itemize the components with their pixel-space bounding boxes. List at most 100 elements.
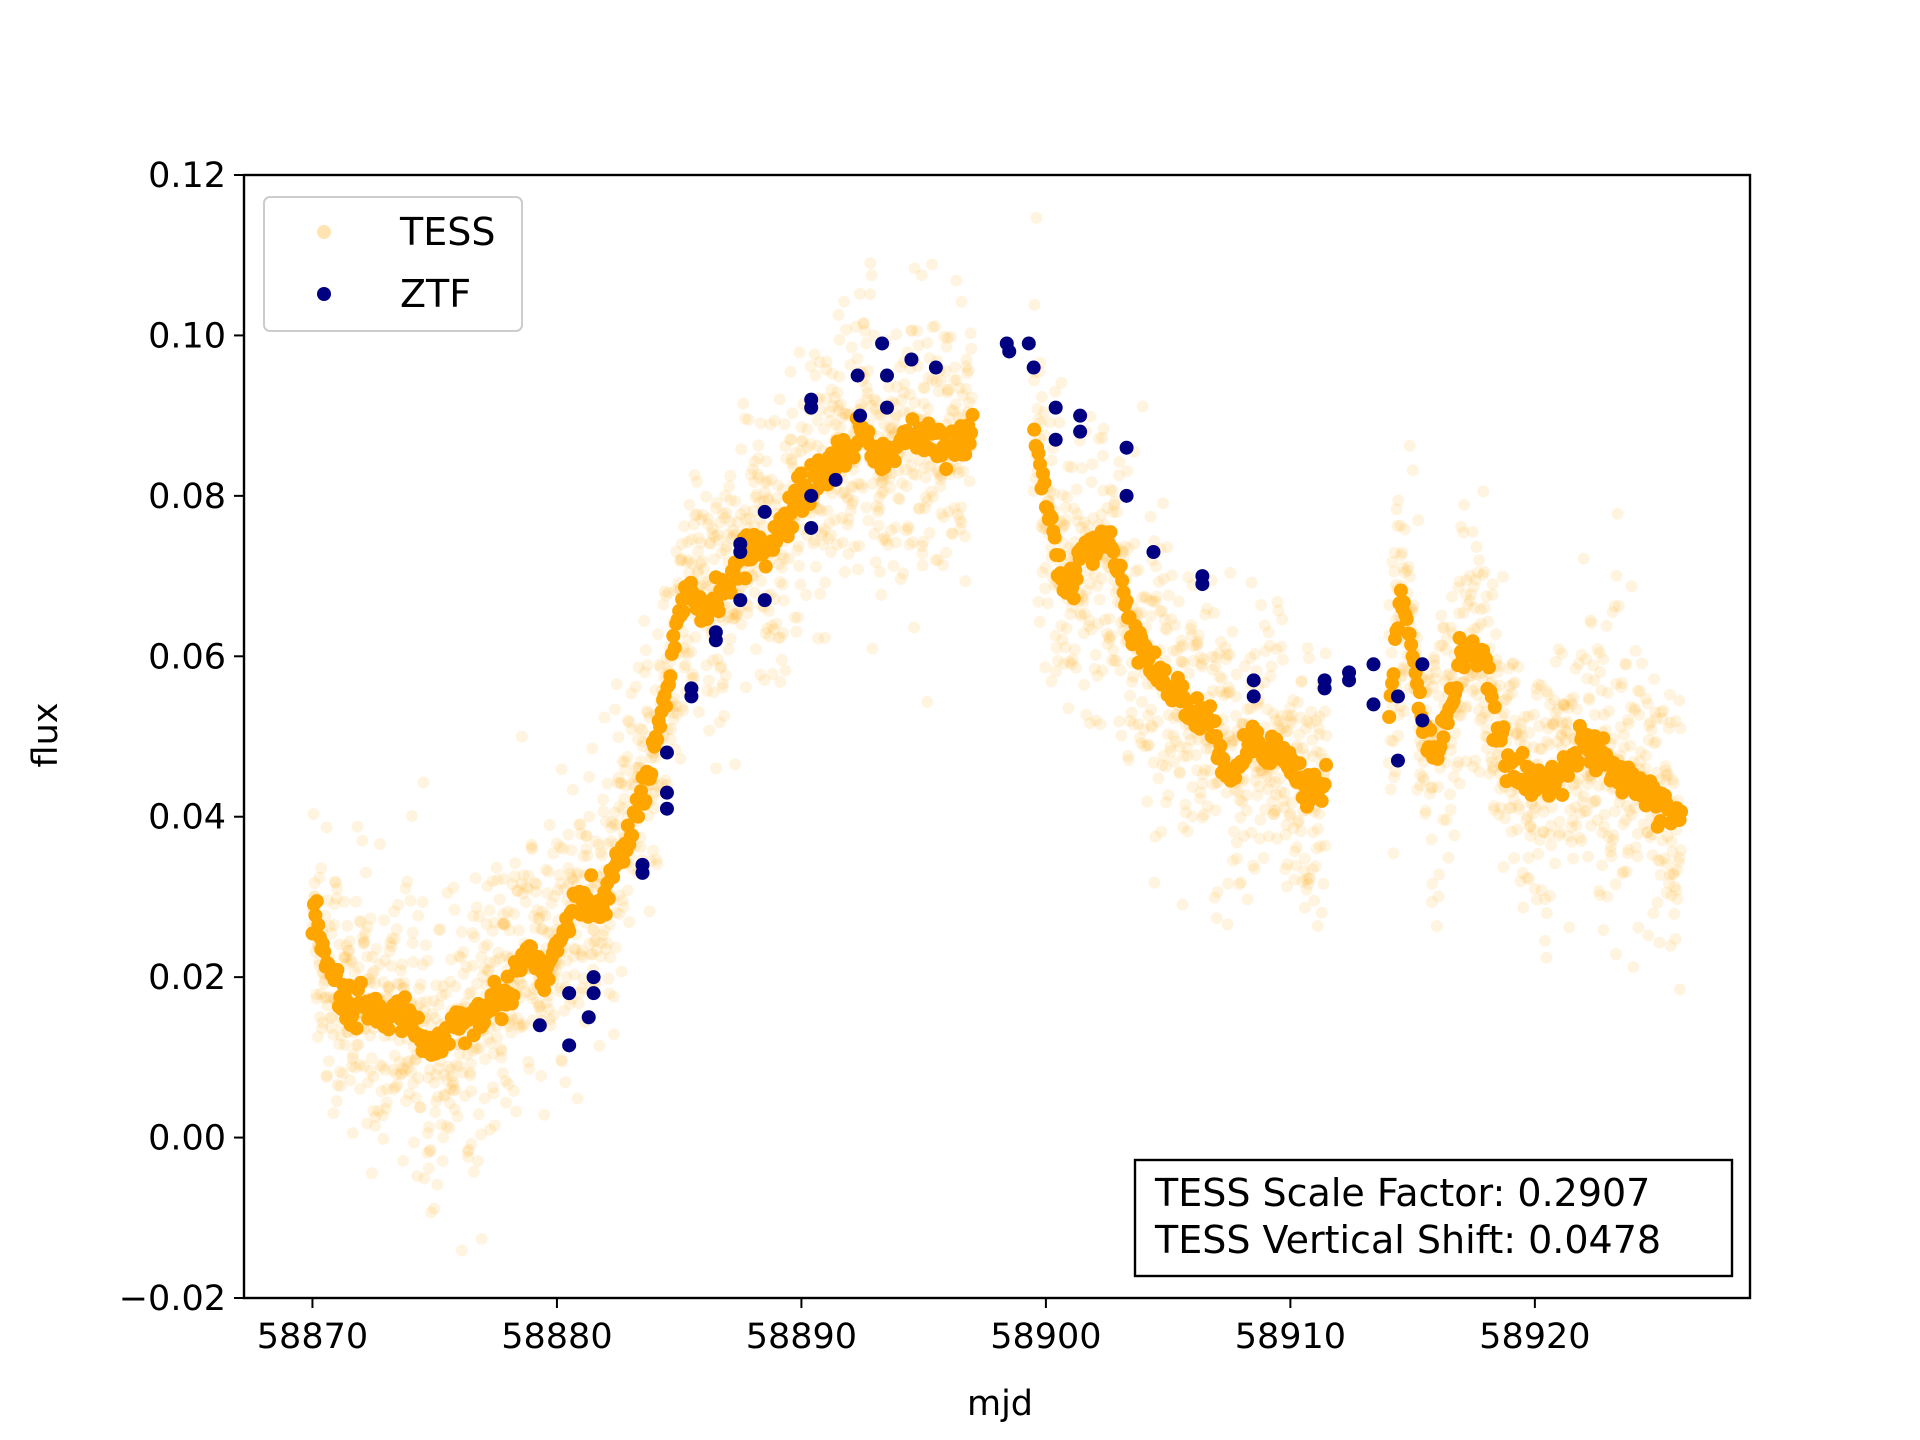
tess-point <box>1086 458 1099 471</box>
tess-point <box>856 481 869 494</box>
tess-point <box>1210 912 1223 925</box>
tess-point <box>794 578 807 591</box>
tess-point <box>839 565 852 578</box>
tess-point <box>872 519 885 532</box>
tess-point <box>905 324 918 337</box>
tess-point <box>1506 687 1519 700</box>
tess-point <box>833 333 846 346</box>
ztf-point <box>562 1038 577 1053</box>
tess-point <box>1560 726 1573 739</box>
tess-point <box>1601 686 1614 699</box>
tess-point <box>1295 674 1308 687</box>
tess-point <box>748 586 761 599</box>
tess-point <box>529 922 542 935</box>
tess-point <box>1121 749 1134 762</box>
tess-point <box>495 1045 508 1058</box>
tess-point <box>466 927 479 940</box>
tess-point <box>1107 644 1120 657</box>
ztf-point <box>1415 657 1430 672</box>
tess-point <box>1214 685 1227 698</box>
tess-point <box>1520 813 1533 826</box>
tess-point <box>447 1075 460 1088</box>
tess-point <box>354 916 367 929</box>
x-tick-label: 58880 <box>501 1317 612 1357</box>
tess-point <box>1230 690 1243 703</box>
tess-point <box>575 982 588 995</box>
tess-point <box>374 1058 387 1071</box>
tess-point <box>1483 767 1496 780</box>
tess-point <box>1587 796 1600 809</box>
tess-point <box>728 612 741 625</box>
tess-point <box>689 631 702 644</box>
tess-point <box>479 1053 492 1066</box>
tess-point <box>340 939 353 952</box>
tess-point <box>788 611 801 624</box>
tess-point <box>619 763 632 776</box>
tess-point <box>1429 672 1442 685</box>
tess-point <box>611 818 624 831</box>
tess-point <box>1419 808 1432 821</box>
tess-point <box>731 607 744 620</box>
tess-point <box>1173 765 1186 778</box>
ztf-point <box>733 545 748 560</box>
tess-point <box>918 462 931 475</box>
tess-point <box>416 959 429 972</box>
tess-point <box>833 370 846 383</box>
tess-point <box>886 422 899 435</box>
tess-point <box>667 713 680 726</box>
tess-point <box>1540 735 1553 748</box>
tess-binned-point <box>1115 573 1130 588</box>
tess-point <box>880 534 893 547</box>
tess-point <box>889 521 902 534</box>
tess-point <box>598 711 611 724</box>
tess-point <box>639 644 652 657</box>
tess-binned-point <box>330 962 345 977</box>
tess-point <box>1476 568 1489 581</box>
tess-point <box>1513 803 1526 816</box>
tess-point <box>951 463 964 476</box>
tess-point <box>360 1117 373 1130</box>
tess-point <box>621 714 634 727</box>
tess-point <box>615 777 628 790</box>
tess-point <box>1530 682 1543 695</box>
tess-binned-point <box>1596 731 1611 746</box>
tess-point <box>869 556 882 569</box>
tess-point <box>1426 781 1439 794</box>
tess-point <box>603 918 616 931</box>
tess-binned-point <box>1449 680 1464 695</box>
tess-point <box>1049 385 1062 398</box>
tess-point <box>1503 680 1516 693</box>
tess-point <box>890 328 903 341</box>
tess-point <box>333 1065 346 1078</box>
tess-binned-point <box>1213 738 1228 753</box>
tess-point <box>1105 654 1118 667</box>
tess-point <box>1222 687 1235 700</box>
tess-point <box>1582 691 1595 704</box>
tess-point <box>1236 795 1249 808</box>
tess-point <box>1197 768 1210 781</box>
tess-point <box>431 1178 444 1191</box>
tess-point <box>1571 785 1584 798</box>
tess-point <box>533 999 546 1012</box>
tess-point <box>1397 660 1410 673</box>
tess-binned-point <box>494 1012 509 1027</box>
tess-point <box>829 418 842 431</box>
tess-point <box>1543 828 1556 841</box>
tess-point <box>1468 623 1481 636</box>
tess-point <box>439 987 452 1000</box>
tess-point <box>1241 703 1254 716</box>
tess-point <box>1559 734 1572 747</box>
tess-point <box>1396 546 1409 559</box>
ztf-point <box>1317 681 1332 696</box>
tess-point <box>1164 741 1177 754</box>
tess-point <box>774 631 787 644</box>
ztf-point <box>586 986 601 1001</box>
tess-point <box>838 295 851 308</box>
tess-point <box>1144 510 1157 523</box>
tess-point <box>895 394 908 407</box>
tess-point <box>1303 872 1316 885</box>
tess-point <box>1065 461 1078 474</box>
tess-point <box>409 1053 422 1066</box>
tess-point <box>1477 485 1490 498</box>
tess-point <box>691 564 704 577</box>
